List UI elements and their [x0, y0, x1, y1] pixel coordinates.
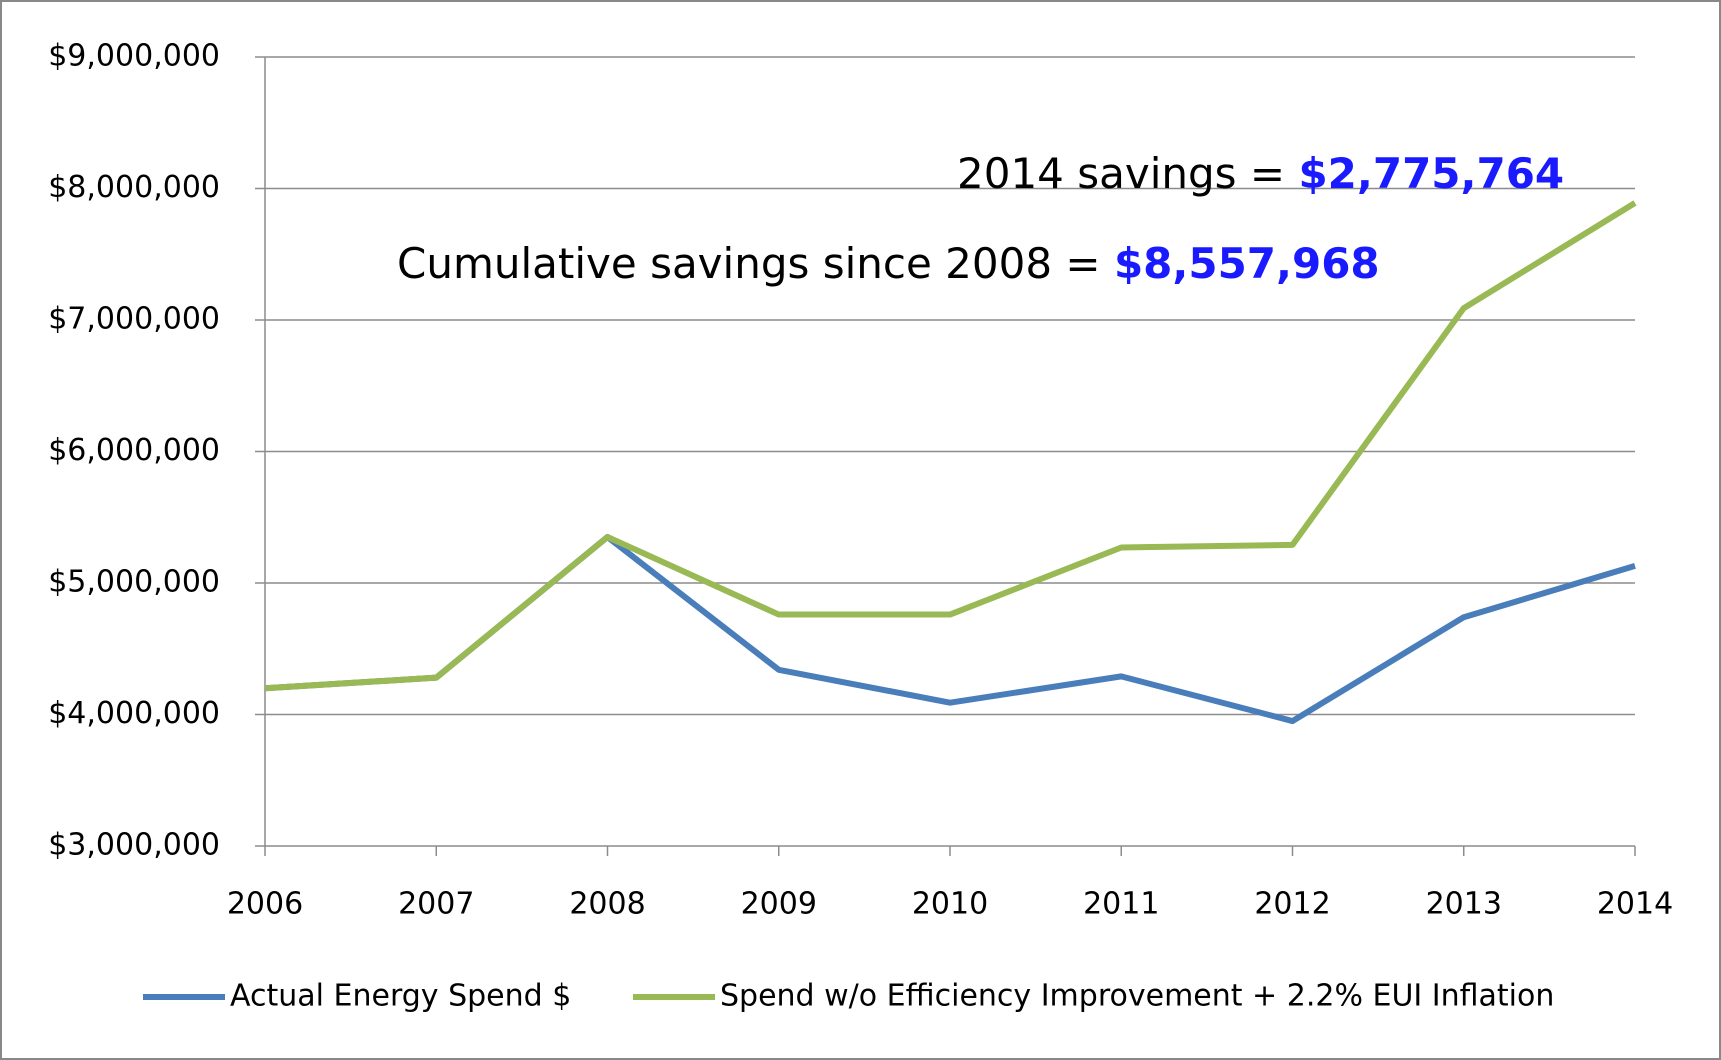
- y-tick-label: $4,000,000: [48, 696, 220, 731]
- x-tick-label: 2007: [398, 887, 474, 922]
- x-tick-label: 2013: [1426, 887, 1502, 922]
- y-tick-label: $9,000,000: [48, 39, 220, 74]
- annotation-value: $8,557,968: [1114, 239, 1380, 288]
- annotation-text: 2014 savings =: [957, 149, 1298, 198]
- legend-label: Spend w/o Efficiency Improvement + 2.2% …: [720, 979, 1554, 1014]
- y-tick-label: $8,000,000: [48, 170, 220, 205]
- x-tick-label: 2014: [1597, 887, 1673, 922]
- y-tick-label: $3,000,000: [48, 828, 220, 863]
- y-tick-label: $6,000,000: [48, 433, 220, 468]
- annotation-text: Cumulative savings since 2008 =: [397, 239, 1114, 288]
- y-tick-label: $5,000,000: [48, 565, 220, 600]
- x-tick-label: 2009: [741, 887, 817, 922]
- y-tick-label: $7,000,000: [48, 302, 220, 337]
- line-series: [264, 200, 1637, 692]
- legend-label: Actual Energy Spend $: [230, 979, 571, 1014]
- x-tick-label: 2012: [1254, 887, 1330, 922]
- annotation: Cumulative savings since 2008 = $8,557,9…: [397, 239, 1380, 288]
- x-tick-label: 2008: [569, 887, 645, 922]
- annotation-value: $2,775,764: [1298, 149, 1564, 198]
- annotation: 2014 savings = $2,775,764: [957, 149, 1564, 198]
- x-tick-label: 2011: [1083, 887, 1159, 922]
- x-tick-label: 2006: [227, 887, 303, 922]
- x-tick-label: 2010: [912, 887, 988, 922]
